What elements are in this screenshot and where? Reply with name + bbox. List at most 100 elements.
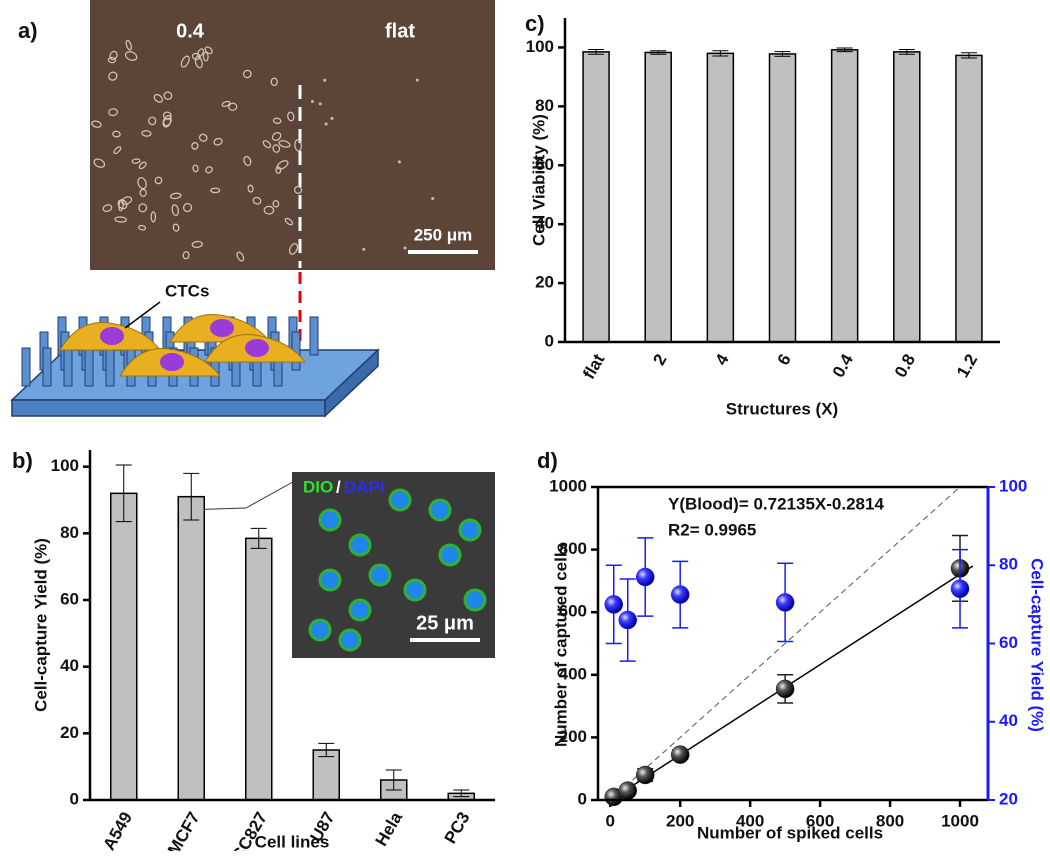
cell <box>112 130 121 138</box>
callout: CTCs <box>165 281 209 300</box>
bar <box>177 495 205 801</box>
y2-tick-label: 20 <box>999 789 1018 808</box>
x-tick-label: 2 <box>649 351 670 369</box>
point <box>775 679 795 699</box>
cell <box>221 100 231 108</box>
cell <box>163 91 173 100</box>
cell <box>368 563 392 587</box>
cell <box>362 247 366 251</box>
bar <box>768 53 797 343</box>
y-tick-label: 400 <box>559 664 587 683</box>
cell <box>169 192 182 200</box>
x-tick-label: PC3 <box>441 809 474 847</box>
cell <box>191 240 203 248</box>
cell <box>202 51 209 62</box>
cell <box>263 205 275 215</box>
y-tick-label: 40 <box>535 214 554 233</box>
panel-label: a) <box>18 18 38 43</box>
scale-label: 250 μm <box>414 225 473 244</box>
point <box>670 745 690 764</box>
x-tick-label: 1.2 <box>953 351 981 381</box>
cell <box>276 160 289 170</box>
cell <box>348 533 372 557</box>
point <box>950 579 970 598</box>
cell <box>272 117 282 124</box>
cell <box>294 185 303 194</box>
cell <box>318 508 342 532</box>
y-tick-label: 100 <box>526 37 554 56</box>
y-axis-label: Cell Viability (%) <box>529 114 548 246</box>
x-tick-label: flat <box>579 350 608 382</box>
cell <box>102 204 113 212</box>
micrograph <box>90 0 495 270</box>
cell <box>121 196 133 205</box>
point <box>618 781 637 800</box>
nucleus <box>245 339 269 357</box>
bar <box>312 749 340 801</box>
x-tick-label: A549 <box>99 809 136 851</box>
cell <box>271 131 282 141</box>
panel-label: b) <box>12 448 33 473</box>
y-tick-label: 60 <box>535 155 554 174</box>
y-tick-label: 0 <box>578 789 587 808</box>
cell <box>403 246 407 250</box>
cell <box>323 78 327 82</box>
nucleus <box>100 327 124 345</box>
cell <box>113 146 122 155</box>
x-tick-label: 0.8 <box>891 351 919 381</box>
cell <box>114 216 127 223</box>
cell <box>153 94 163 103</box>
y-tick-label: 80 <box>535 96 554 115</box>
cell <box>243 155 252 167</box>
cell <box>141 130 152 137</box>
bar <box>644 51 672 343</box>
cell <box>275 166 282 174</box>
cell <box>252 196 262 205</box>
cell <box>91 120 102 128</box>
cell <box>284 217 294 226</box>
point <box>604 595 623 614</box>
pillar <box>105 347 115 387</box>
cell <box>338 628 362 652</box>
cell <box>294 139 302 152</box>
cell <box>107 56 117 64</box>
bar <box>830 49 859 343</box>
cell <box>318 568 342 592</box>
cell <box>183 202 193 213</box>
cell <box>125 39 132 51</box>
cell <box>198 133 208 142</box>
cell <box>191 142 199 150</box>
cell <box>438 543 462 567</box>
pillar <box>42 347 52 387</box>
cell <box>242 69 252 79</box>
cell <box>397 160 401 164</box>
cell <box>270 77 278 87</box>
point <box>618 610 637 630</box>
x-axis-label: Cell lines <box>255 832 330 851</box>
bar <box>245 537 273 801</box>
inset-pointer <box>245 477 301 509</box>
x-tick-label: 400 <box>736 811 764 830</box>
y-tick-label: 1000 <box>549 476 587 495</box>
cell <box>192 164 199 173</box>
bar <box>110 492 138 801</box>
cell <box>154 176 163 185</box>
x-tick-label: 0.4 <box>829 350 858 380</box>
cell <box>124 51 138 61</box>
inset-cells <box>308 488 487 652</box>
point <box>635 765 655 785</box>
cell <box>272 200 280 208</box>
cell <box>148 116 157 126</box>
y2-axis-label: Cell-capture Yield (%) <box>1028 558 1047 732</box>
x-axis-label: Structures (X) <box>726 399 838 418</box>
y-tick-label: 20 <box>535 273 554 292</box>
cell <box>247 184 254 193</box>
x-tick-label: 800 <box>876 811 904 830</box>
y-tick-label: 0 <box>545 331 554 350</box>
bar <box>955 54 983 343</box>
point <box>670 585 690 604</box>
x-tick-label: 4 <box>712 350 733 368</box>
cell <box>415 78 419 82</box>
bar <box>706 52 735 343</box>
x-tick-label: 6 <box>774 351 795 369</box>
